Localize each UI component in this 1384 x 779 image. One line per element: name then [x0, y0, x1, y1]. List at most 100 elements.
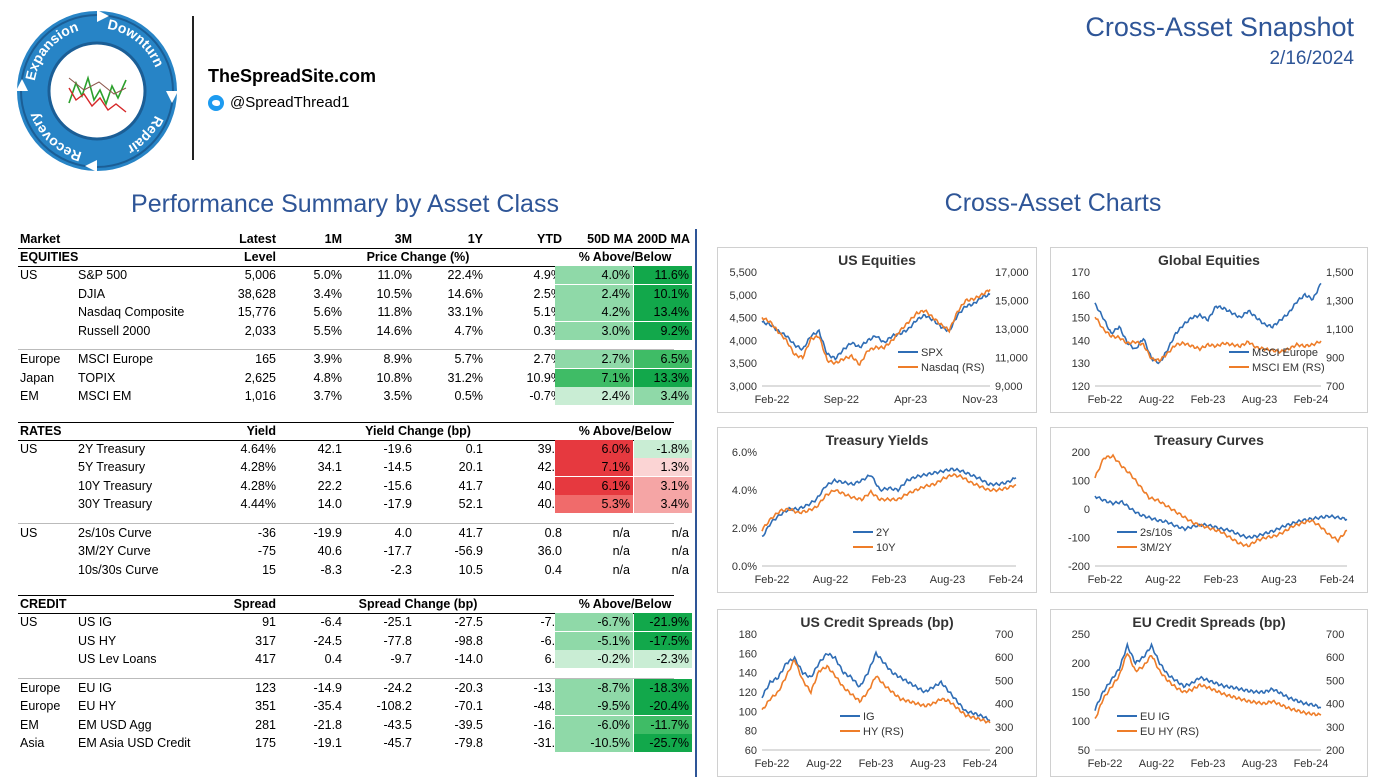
row-latest: 5,006	[244, 268, 276, 282]
section-header-equities: EQUITIES Level Price Change (%) % Above/Bel…	[18, 248, 674, 266]
row-50d-ma: 6.1%	[555, 476, 633, 495]
row-latest: 417	[255, 652, 276, 666]
row-200d-ma: n/a	[671, 525, 689, 540]
y-tick-label: 130	[1072, 358, 1090, 370]
y-tick-label: 250	[1072, 629, 1090, 641]
chart-panel-global-equities: Global Equities 120 130 140 150 160 170 700 900 1…	[1050, 247, 1368, 413]
column-header-2: 1M	[324, 232, 342, 246]
row-1m: 22.2	[317, 478, 342, 493]
y-tick-label: 80	[745, 726, 757, 738]
row-ytd: -31.0	[533, 736, 563, 750]
y-tick-label: 0.0%	[732, 561, 757, 573]
row-latest: -36	[257, 525, 276, 540]
x-tick-label: Feb-23	[872, 574, 907, 586]
row-1y: -20.3	[454, 680, 484, 695]
row-name: EM USD Agg	[78, 717, 152, 732]
series-line-0	[1094, 282, 1322, 365]
row-1m: 40.6	[317, 544, 342, 558]
section-level-label: Yield	[246, 423, 276, 438]
site-name[interactable]: TheSpreadSite.com	[208, 66, 377, 86]
section-top-rule	[18, 421, 674, 423]
table-row: EM EM USD Agg 281 -21.8 -43.5 -39.5 -16.8 -6.0%…	[18, 715, 692, 734]
section-bottom-rule	[18, 266, 674, 267]
row-200d-ma: -1.8%	[634, 439, 692, 458]
x-tick-label: Aug-22	[1145, 574, 1180, 586]
chart-treasury-yields: Treasury Yields 0.0% 2.0% 4.0% 6.0% Feb-22 Aug…	[732, 432, 1024, 586]
column-header-1: Latest	[239, 232, 276, 246]
x-tick-label: Feb-24	[1320, 574, 1355, 586]
group-separator	[18, 349, 674, 350]
y-tick-label: 150	[1072, 687, 1090, 699]
row-50d-ma: 2.4%	[555, 284, 633, 303]
y-tick-label: 2.0%	[732, 523, 757, 535]
row-50d-ma: 4.2%	[555, 303, 633, 321]
row-200d-ma: -21.9%	[634, 613, 692, 631]
row-latest: 351	[255, 699, 276, 713]
chart-eu-credit-spreads: EU Credit Spreads (bp) 50 100 150 200 250 200 3…	[1072, 614, 1345, 770]
row-latest: 4.44%	[240, 497, 276, 511]
logo: Expansion Downturn Repair Recovery	[16, 10, 178, 172]
row-latest: 123	[255, 680, 276, 695]
x-tick-label: Aug-22	[806, 758, 841, 770]
row-200d-ma: 13.4%	[634, 303, 692, 321]
series-line-0	[761, 650, 991, 722]
y-tick-label: 100	[739, 706, 757, 718]
series-line-1	[1094, 453, 1348, 548]
row-region: US	[20, 268, 38, 282]
chart-us-equities: US Equities 3,000 3,500 4,000 4,500 5,000 5,50…	[729, 252, 1028, 406]
y-tick-label: 4,000	[729, 335, 757, 347]
y-right-tick-label: 700	[1326, 629, 1344, 641]
series-line-0	[761, 467, 1017, 538]
table-row: Europe EU HY 351 -35.4 -108.2 -70.1 -48.5 -9.5%…	[18, 697, 692, 715]
row-name: MSCI EM	[78, 389, 132, 403]
row-name: 10Y Treasury	[78, 478, 153, 493]
section-ma-label: % Above/Below	[578, 597, 672, 611]
row-1y: 52.1	[458, 497, 483, 511]
x-tick-label: Feb-22	[1088, 758, 1123, 770]
row-1y: 0.1	[465, 441, 483, 456]
row-region	[20, 303, 76, 321]
row-3m: -77.8	[383, 633, 413, 648]
row-50d-ma: 4.0%	[555, 266, 633, 284]
series-line-1	[761, 288, 991, 367]
row-name: EU HY	[78, 699, 117, 713]
row-1y: 0.5%	[454, 389, 484, 403]
row-latest: 317	[255, 633, 276, 648]
row-1m: -21.8	[313, 717, 343, 732]
row-name: EU IG	[78, 680, 113, 695]
row-region	[20, 561, 76, 579]
row-ytd: -16.8	[533, 717, 563, 732]
row-1m: -6.4	[320, 615, 342, 629]
x-tick-label: Feb-24	[989, 574, 1024, 586]
twitter-handle[interactable]: @SpreadThread1	[208, 94, 349, 111]
y-tick-label: 200	[1072, 658, 1090, 670]
chart-title: Global Equities	[1158, 252, 1260, 268]
row-200d-ma: 10.1%	[634, 284, 692, 303]
row-200d-ma: 6.5%	[634, 350, 692, 368]
row-1m: 34.1	[317, 460, 342, 474]
row-name: TOPIX	[78, 370, 116, 385]
row-3m: -17.9	[383, 497, 413, 511]
table-row: Asia EM Asia USD Credit 175 -19.1 -45.7 -79.8…	[18, 734, 692, 752]
chart-panel-eu-credit-spreads: EU Credit Spreads (bp) 50 100 150 200 250 200 3…	[1050, 609, 1368, 777]
y-right-tick-label: 400	[995, 699, 1013, 711]
row-50d-ma: 6.0%	[555, 439, 633, 458]
row-latest: 38,628	[237, 286, 276, 301]
row-200d-ma: 9.2%	[634, 321, 692, 340]
row-50d-ma: 3.0%	[555, 321, 633, 340]
row-200d-ma: -2.3%	[634, 650, 692, 668]
row-3m: 11.8%	[377, 305, 412, 319]
x-tick-label: Feb-24	[1294, 758, 1329, 770]
x-tick-label: Aug-23	[910, 758, 945, 770]
row-200d-ma: 13.3%	[634, 368, 692, 387]
row-latest: 2,625	[244, 370, 276, 385]
row-ytd: 0.8	[544, 525, 562, 540]
row-50d-ma: n/a	[612, 544, 630, 558]
legend-label: 10Y	[876, 542, 896, 554]
column-header-4: 1Y	[467, 232, 483, 246]
row-1y: -79.8	[454, 736, 484, 750]
x-tick-label: Aug-23	[1261, 574, 1296, 586]
y-tick-label: 140	[1072, 335, 1090, 347]
legend-label: HY (RS)	[863, 726, 904, 738]
y-tick-label: 200	[1072, 447, 1090, 459]
